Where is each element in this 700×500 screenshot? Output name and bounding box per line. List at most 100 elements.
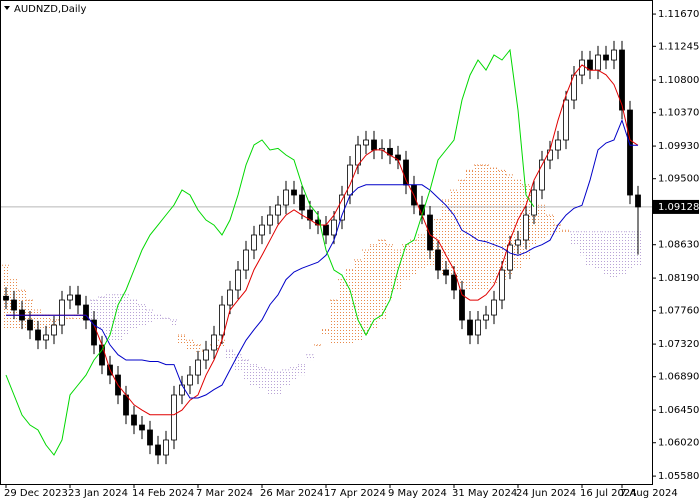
cloud-segment: [34, 309, 42, 330]
candle-body: [619, 49, 625, 111]
y-tick-label: 1.08190: [658, 273, 699, 284]
candle-body: [227, 289, 233, 306]
candle-body: [355, 144, 361, 166]
menu-triangle: [4, 6, 10, 10]
candle-body: [283, 189, 289, 206]
candle-body: [627, 109, 633, 196]
cloud-segment: [154, 315, 162, 320]
x-tick-label: 24 Jun 2024: [516, 488, 576, 499]
candle-body: [435, 249, 441, 271]
candle-body: [611, 49, 617, 61]
candle-body: [179, 384, 185, 396]
cloud-segment: [266, 369, 274, 395]
candle-body: [35, 329, 41, 341]
chart-title: AUDNZD,Daily: [14, 4, 86, 15]
candle-body: [43, 334, 49, 341]
x-tick-label: 17 Apr 2024: [324, 488, 386, 499]
y-tick-label: 1.09500: [658, 174, 699, 185]
candle-body: [163, 439, 169, 456]
candle-body: [251, 234, 257, 251]
candle-body: [323, 224, 329, 236]
candle-body: [515, 239, 521, 246]
cloud-segment: [290, 367, 298, 380]
candle-body: [267, 214, 273, 226]
candle-body: [131, 414, 137, 426]
cloud-segment: [354, 259, 362, 341]
candle-body: [235, 269, 241, 291]
candle-body: [291, 189, 297, 196]
candle-body: [83, 304, 89, 321]
cloud-segment: [546, 215, 554, 235]
candle-body: [259, 224, 265, 236]
cloud-segment: [474, 165, 482, 291]
cloud-segment: [138, 304, 146, 326]
candle-body: [475, 319, 481, 336]
candle-body: [451, 274, 457, 291]
cloud-segment: [194, 344, 202, 352]
cloud-segment: [162, 318, 170, 320]
cloud-segment: [626, 231, 634, 270]
cloud-segment: [386, 244, 394, 301]
candle-body: [539, 159, 545, 191]
candle-body: [555, 139, 561, 151]
cloud-segment: [298, 364, 306, 376]
cloud-segment: [602, 231, 610, 276]
cloud-segment: [610, 231, 618, 279]
cloud-segment: [122, 294, 130, 335]
cloud-segment: [450, 190, 458, 280]
candle-body: [603, 54, 609, 61]
y-tick-label: 1.07760: [658, 306, 699, 317]
candle-body: [339, 194, 345, 221]
indicator-line: [5, 48, 535, 456]
cloud-segment: [226, 350, 234, 361]
candle-body: [91, 319, 97, 346]
candle-body: [531, 189, 537, 216]
x-tick-label: 23 Jan 2024: [68, 488, 128, 499]
candle-body: [171, 394, 177, 441]
candle-body: [67, 294, 73, 301]
x-tick-label: 9 May 2024: [388, 488, 447, 499]
cloud-segment: [554, 224, 562, 232]
cloud-segment: [242, 360, 250, 380]
cloud-segment: [282, 369, 290, 386]
cloud-segment: [130, 300, 138, 330]
x-tick-label: 31 May 2024: [452, 488, 517, 499]
candle-body: [547, 149, 553, 161]
cloud-segment: [66, 318, 74, 320]
cloud-segment: [570, 231, 578, 245]
cloud-segment: [594, 231, 602, 270]
cloud-segment: [562, 230, 570, 232]
cloud-segment: [578, 231, 586, 256]
cloud-segment: [346, 269, 354, 345]
cloud-segment: [178, 334, 186, 345]
y-tick-label: 1.05580: [658, 471, 699, 482]
y-tick-label: 1.11670: [658, 9, 699, 20]
y-tick-label: 1.06020: [658, 438, 699, 449]
candle-body: [11, 299, 17, 311]
x-tick-label: 29 Dec 2023: [4, 488, 68, 499]
x-tick-label: 26 Mar 2024: [260, 488, 323, 499]
cloud-segment: [362, 250, 370, 335]
x-tick-label: 14 Feb 2024: [132, 488, 194, 499]
cloud-segment: [538, 205, 546, 241]
last-price-label: 1.09128: [658, 202, 699, 213]
candle-body: [3, 295, 9, 301]
candle-body: [219, 304, 225, 336]
candle-body: [371, 139, 377, 151]
cloud-segment: [370, 244, 378, 330]
y-tick-label: 1.07320: [658, 339, 699, 350]
y-tick-label: 1.08630: [658, 240, 699, 251]
last-price-box: [653, 199, 699, 214]
candle-body: [563, 99, 569, 141]
cloud-segment: [402, 244, 410, 280]
cloud-segment: [90, 300, 98, 320]
cloud-segment: [170, 319, 178, 326]
cloud-segment: [258, 367, 266, 390]
cloud-segment: [586, 231, 594, 266]
cloud-segment: [514, 180, 522, 270]
indicator-line: [6, 118, 638, 399]
cloud-segment: [186, 340, 194, 351]
candle-body: [499, 269, 505, 301]
candle-body: [203, 349, 209, 361]
